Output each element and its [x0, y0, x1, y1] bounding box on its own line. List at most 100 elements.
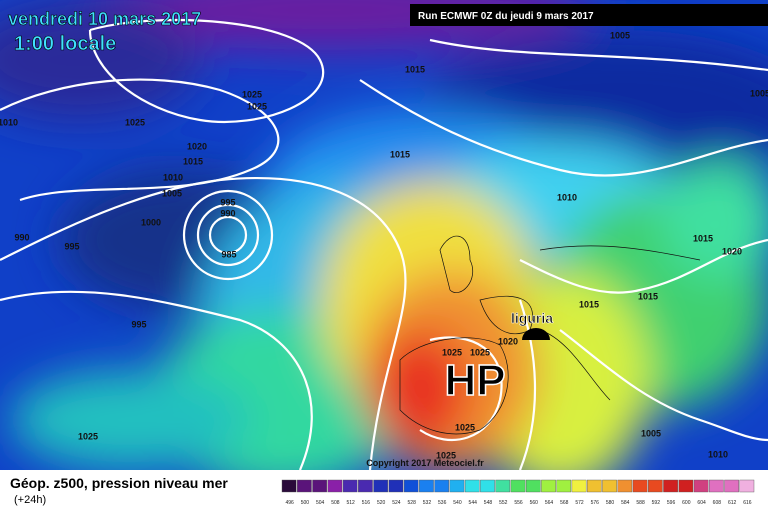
scale-swatch: [586, 479, 602, 493]
isobar-label: 1015: [579, 299, 599, 309]
isobar-label: 1025: [125, 117, 145, 127]
scale-swatch: [434, 479, 450, 493]
scale-swatch: [281, 479, 297, 493]
scale-swatch: [388, 479, 404, 493]
run-banner: [410, 4, 768, 26]
isobar-label: 1020: [187, 141, 207, 151]
scale-label: 608: [713, 500, 722, 506]
scale-swatch: [617, 479, 633, 493]
scale-swatch: [647, 479, 663, 493]
color-scale: 496 500 504 508 512 516 520 524 528 532 536 540 544 5…: [281, 479, 755, 506]
isobar-label: 1025: [470, 347, 490, 357]
scale-label: 612: [728, 500, 737, 506]
isobar-label: 1025: [436, 450, 456, 460]
isobar-label: 1020: [498, 336, 518, 346]
isobar-label: 995: [64, 241, 79, 251]
isobar-label: 1015: [693, 233, 713, 243]
scale-swatch: [342, 479, 358, 493]
isobar-label: 990: [14, 232, 29, 242]
isobar-label: 995: [131, 319, 146, 329]
scale-swatch: [541, 479, 556, 493]
place-label: liguria: [511, 310, 553, 326]
scale-label: 536: [438, 500, 447, 506]
isobar-label: 1005: [162, 188, 182, 198]
isobar-label: 1025: [242, 89, 262, 99]
scale-swatch: [739, 479, 755, 493]
isobar-label: 1005: [641, 428, 661, 438]
scale-swatch: [556, 479, 572, 493]
scale-label: 556: [514, 500, 523, 506]
scale-label: 544: [469, 500, 478, 506]
isobar-label: 1025: [247, 101, 267, 111]
scale-swatch: [571, 479, 587, 493]
run-info: Run ECMWF 0Z du jeudi 9 mars 2017: [418, 11, 594, 22]
isobar-label: 1010: [0, 117, 18, 127]
scale-swatch: [663, 479, 678, 493]
scale-label: 568: [560, 500, 569, 506]
scale-swatch: [510, 479, 526, 493]
isobar-label: 1025: [78, 431, 98, 441]
scale-label: 616: [743, 500, 752, 506]
scale-label: 548: [484, 500, 493, 506]
scale-swatch: [525, 479, 541, 493]
isobar-label: 1025: [455, 422, 475, 432]
scale-label: 604: [697, 500, 706, 506]
isobar-label: 990: [220, 208, 235, 218]
scale-swatch: [602, 479, 617, 493]
isobar-label: 1010: [163, 172, 183, 182]
scale-label: 552: [499, 500, 508, 506]
high-pressure: HP: [444, 356, 505, 405]
scale-label: 504: [316, 500, 325, 506]
lead-time: (+24h): [14, 494, 46, 506]
scale-swatch: [297, 479, 312, 493]
scale-label: 528: [408, 500, 417, 506]
scale-label: 596: [667, 500, 676, 506]
scale-swatch: [724, 479, 739, 493]
scale-label: 512: [346, 500, 355, 506]
scale-label: 564: [545, 500, 554, 506]
isobar-label: 1025: [442, 347, 462, 357]
scale-swatch: [464, 479, 480, 493]
isobar-label: 995: [220, 197, 235, 207]
legend-title: Géop. z500, pression niveau mer: [10, 475, 228, 491]
scale-swatch: [709, 479, 724, 493]
scale-swatch: [373, 479, 389, 493]
place-marker: [522, 328, 550, 340]
local-time: 1:00 locale: [14, 33, 116, 55]
scale-label: 532: [423, 500, 432, 506]
scale-label: 500: [301, 500, 310, 506]
isobars: [0, 18, 768, 470]
isobar-label: 1010: [557, 192, 577, 202]
scale-swatch: [678, 479, 694, 493]
isobar-label: 1000: [141, 217, 161, 227]
scale-swatch: [495, 479, 511, 493]
isobar-label: 1015: [183, 156, 203, 166]
isobar-label: 1005: [610, 30, 630, 40]
scale-label: 584: [621, 500, 630, 506]
scale-label: 560: [530, 500, 539, 506]
isobar-label: 1015: [638, 291, 658, 301]
isobar-labels: 1015102510251025101010201015101010059959…: [0, 30, 768, 460]
isobar-label: 1015: [390, 149, 410, 159]
isobar-label: 1005: [750, 88, 768, 98]
scale-label: 592: [652, 500, 661, 506]
isobar-label: 1020: [722, 246, 742, 256]
scale-swatch: [312, 479, 327, 493]
field: Run ECMWF 0Z du jeudi 9 mars 2017 vendre…: [0, 0, 768, 470]
scale-label: 508: [331, 500, 340, 506]
scale-label: 576: [591, 500, 600, 506]
scale-swatch: [403, 479, 419, 493]
scale-swatch: [632, 479, 648, 493]
scale-swatch: [327, 479, 343, 493]
scale-label: 516: [362, 500, 371, 506]
scale-label: 540: [453, 500, 462, 506]
scale-label: 572: [575, 500, 584, 506]
isobar-label: 1015: [405, 64, 425, 74]
scale-label: 600: [682, 500, 691, 506]
scale-swatch: [480, 479, 495, 493]
scale-swatch: [693, 479, 709, 493]
scale-swatch: [358, 479, 373, 493]
isobar-label: 1010: [708, 449, 728, 459]
